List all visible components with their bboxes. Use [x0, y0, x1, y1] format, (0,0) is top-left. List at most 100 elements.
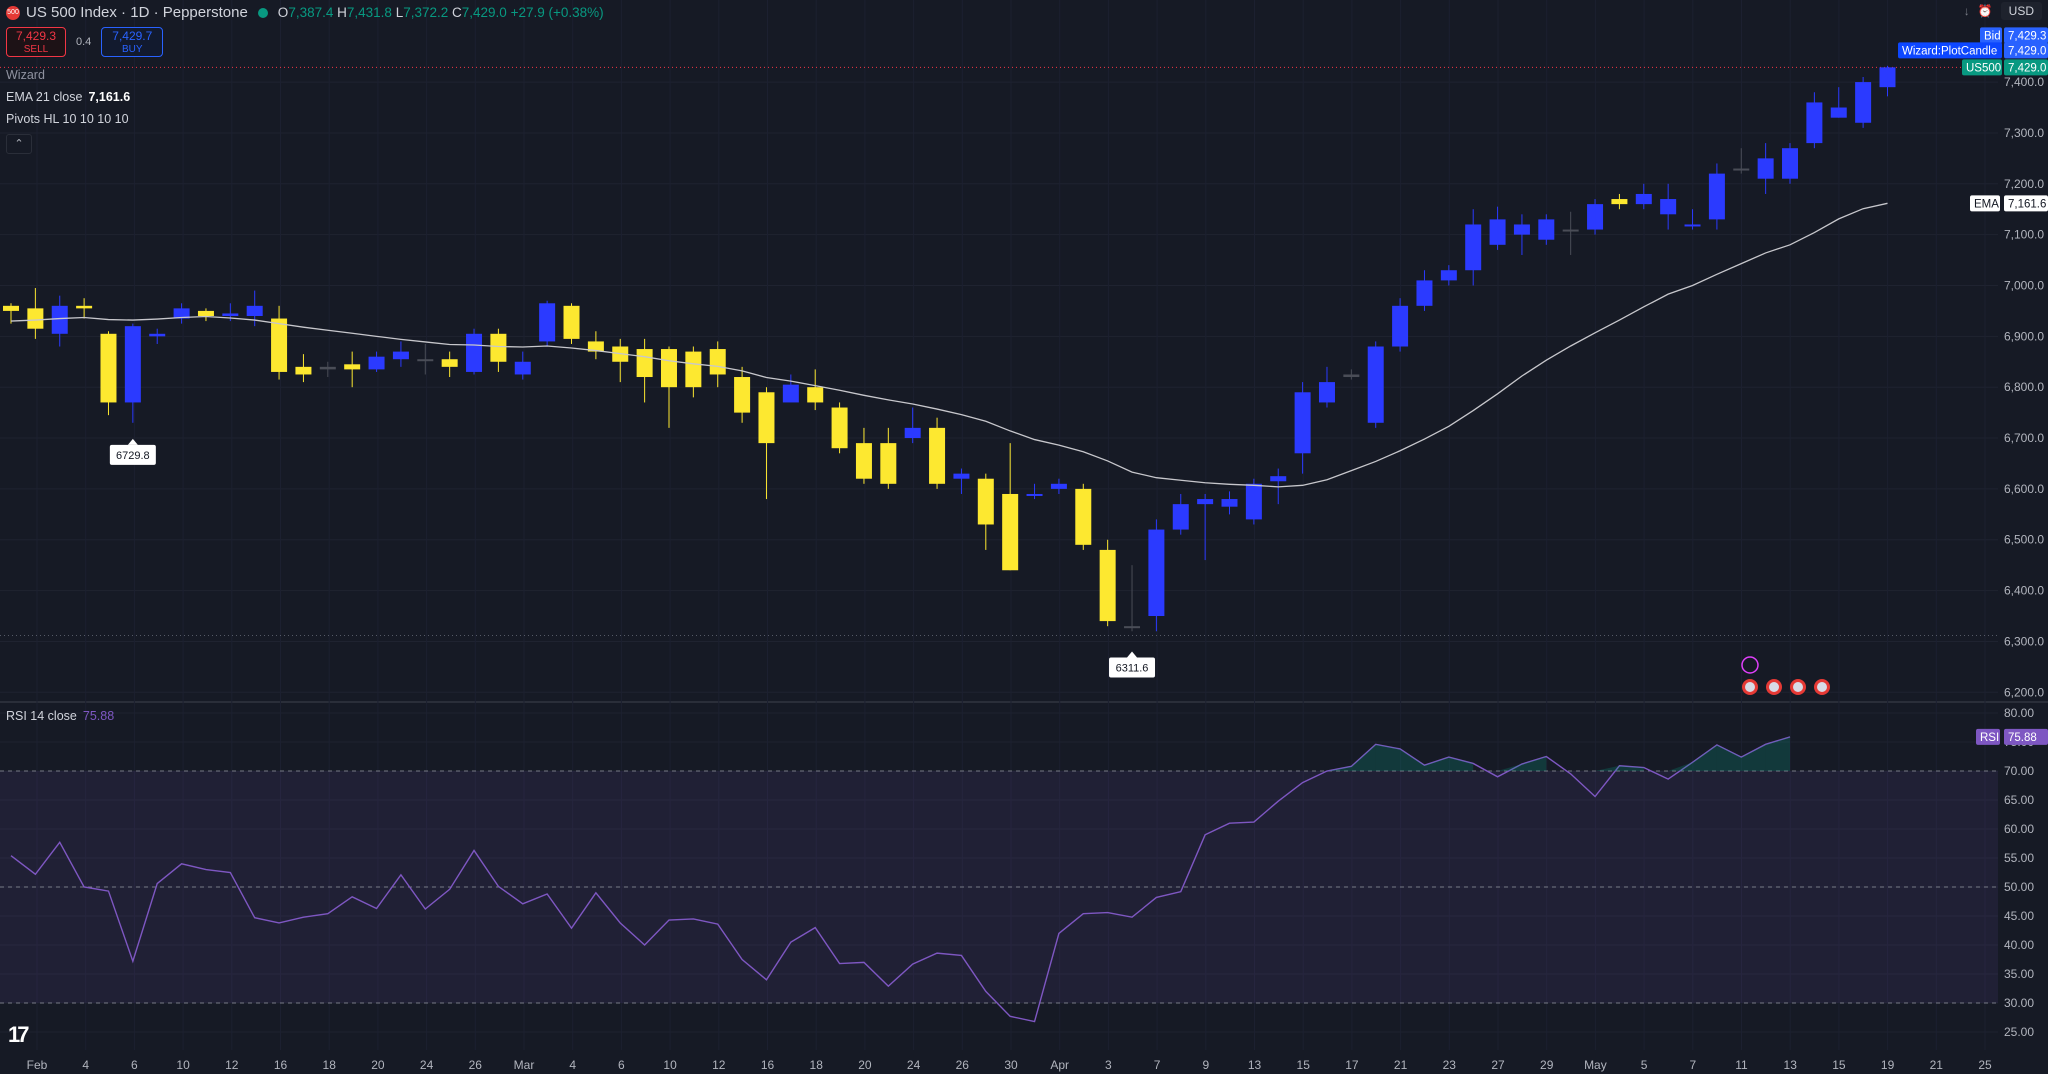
sell-button[interactable]: 7,429.3 SELL [6, 27, 66, 57]
candle-body[interactable] [1148, 529, 1165, 617]
candle-body[interactable] [222, 313, 239, 316]
candle-body[interactable] [1782, 148, 1799, 179]
candle-body[interactable] [490, 333, 507, 362]
currency-selector[interactable]: USD [2000, 2, 2042, 20]
symbol-title[interactable]: US 500 Index · 1D · Pepperstone [26, 4, 248, 21]
candle-body[interactable] [100, 333, 117, 403]
candle-body[interactable] [1318, 382, 1335, 403]
candle-body[interactable] [1440, 270, 1457, 281]
candle-body[interactable] [1855, 82, 1872, 123]
candle-body[interactable] [1075, 488, 1092, 545]
candle-body[interactable] [1806, 102, 1823, 144]
candle-body[interactable] [685, 351, 702, 388]
candle-body[interactable] [173, 308, 190, 319]
candle-body[interactable] [539, 303, 556, 342]
candle-body[interactable] [344, 364, 361, 370]
time-axis-tick: 24 [907, 1058, 921, 1072]
candle-body[interactable] [1538, 219, 1555, 240]
rsi-overbought-fill [1765, 736, 1791, 771]
candle-body[interactable] [1392, 305, 1409, 347]
candle-body[interactable] [1343, 374, 1360, 378]
candle-body[interactable] [636, 349, 653, 378]
candle-body[interactable] [1733, 168, 1750, 171]
candle-body[interactable] [1465, 224, 1482, 271]
candle-body[interactable] [1708, 173, 1725, 220]
candle-body[interactable] [392, 351, 409, 360]
wizard-indicator-legend[interactable]: Wizard [6, 68, 45, 82]
candle-body[interactable] [1367, 346, 1384, 423]
candle-body[interactable] [1684, 224, 1701, 227]
candle-body[interactable] [1221, 499, 1238, 507]
rsi-indicator-legend[interactable]: RSI 14 close 75.88 [6, 709, 115, 723]
candle-body[interactable] [1562, 229, 1579, 232]
trade-buttons: 7,429.3 SELL 0.4 7,429.7 BUY [6, 27, 164, 57]
candle-body[interactable] [1245, 483, 1262, 520]
candle-body[interactable] [27, 308, 44, 329]
candle-body[interactable] [709, 349, 726, 375]
candle-body[interactable] [1879, 67, 1896, 88]
candle-body[interactable] [880, 443, 897, 484]
rsi-axis-tick: 60.00 [2004, 822, 2034, 836]
candle-body[interactable] [1830, 107, 1847, 118]
candle-body[interactable] [124, 326, 141, 403]
candle-body[interactable] [831, 407, 848, 449]
candle-body[interactable] [587, 341, 604, 352]
candle-body[interactable] [1050, 483, 1067, 489]
candle-body[interactable] [1172, 504, 1189, 530]
candle-body[interactable] [466, 333, 483, 372]
candle-body[interactable] [953, 473, 970, 479]
candle-body[interactable] [782, 384, 799, 403]
candle-body[interactable] [514, 361, 531, 375]
candle-body[interactable] [660, 349, 677, 388]
candle-body[interactable] [76, 305, 93, 309]
candle-body[interactable] [441, 359, 458, 367]
candle-body[interactable] [1124, 626, 1141, 629]
candle-body[interactable] [1416, 280, 1433, 306]
time-axis-tick: 16 [761, 1058, 775, 1072]
candle-body[interactable] [1611, 199, 1628, 205]
candle-body[interactable] [1270, 476, 1287, 482]
candle-body[interactable] [149, 333, 166, 337]
candle-body[interactable] [1294, 392, 1311, 454]
candle-body[interactable] [855, 443, 872, 479]
candle-body[interactable] [368, 356, 385, 370]
tradingview-logo-icon[interactable]: 17 [8, 1022, 30, 1047]
candle-body[interactable] [417, 359, 434, 362]
download-icon[interactable]: ↓ [1963, 4, 1970, 18]
candle-body[interactable] [1002, 493, 1019, 571]
candle-body[interactable] [1197, 499, 1214, 505]
candle-body[interactable] [1635, 193, 1652, 205]
candle-body[interactable] [1587, 204, 1604, 230]
alert-icon[interactable]: ⏰ [1977, 4, 1993, 18]
candle-body[interactable] [904, 427, 921, 439]
candle-body[interactable] [563, 305, 580, 339]
time-axis-tick: 20 [858, 1058, 872, 1072]
candle-body[interactable] [295, 366, 312, 375]
candle-body[interactable] [807, 387, 824, 403]
candle-body[interactable] [271, 318, 288, 372]
candle-body[interactable] [246, 305, 263, 316]
candle-body[interactable] [3, 305, 19, 311]
candle-body[interactable] [1099, 549, 1116, 622]
candle-body[interactable] [1660, 199, 1677, 215]
candle-body[interactable] [977, 478, 994, 525]
lightning-icon[interactable] [1741, 656, 1759, 674]
collapse-legend-button[interactable]: ⌃ [6, 134, 32, 154]
candle-body[interactable] [1489, 219, 1506, 245]
time-axis-tick: 20 [371, 1058, 385, 1072]
buy-button[interactable]: 7,429.7 BUY [101, 27, 164, 57]
ema-label-tag: EMA [1974, 198, 1999, 210]
candle-body[interactable] [929, 427, 946, 484]
ema-indicator-legend[interactable]: EMA 21 close 7,161.6 [6, 90, 131, 104]
pivots-indicator-legend[interactable]: Pivots HL 10 10 10 10 [6, 112, 129, 126]
candle-body[interactable] [758, 392, 775, 444]
candle-body[interactable] [197, 310, 214, 316]
candle-body[interactable] [51, 305, 68, 334]
candle-body[interactable] [1026, 493, 1043, 496]
pivot-label-box [1109, 657, 1156, 678]
candle-body[interactable] [734, 377, 751, 413]
candle-body[interactable] [319, 366, 336, 370]
candle-body[interactable] [1757, 158, 1774, 179]
candle-body[interactable] [1513, 224, 1530, 235]
